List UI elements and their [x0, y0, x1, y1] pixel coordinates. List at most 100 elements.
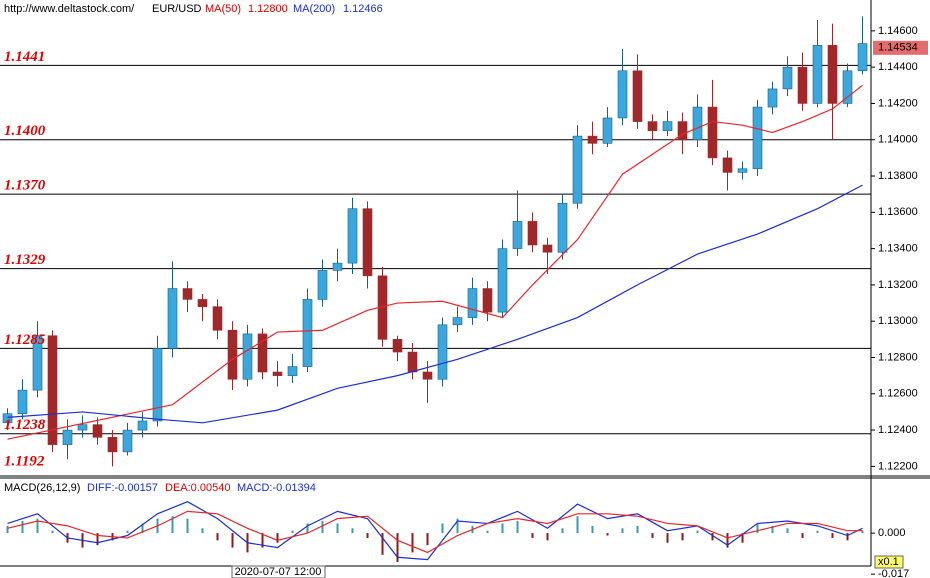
indicator-line — [7, 501, 863, 561]
scale-box — [874, 555, 904, 569]
candle-body — [182, 288, 193, 300]
candle-body — [707, 106, 718, 159]
candle-body — [692, 106, 703, 141]
level-label: 1.1370 — [4, 178, 46, 194]
candle-body — [122, 429, 133, 453]
y-tick-label: -0.017 — [878, 568, 909, 578]
level-label: 1.1400 — [4, 123, 46, 139]
candle-body — [197, 299, 208, 307]
candle-body — [227, 329, 238, 380]
macd-panel — [6, 501, 864, 563]
candle-body — [677, 121, 688, 141]
candle-body — [47, 335, 58, 445]
candle-body — [2, 413, 13, 424]
candle-body — [107, 437, 118, 453]
y-tick-label: 1.13400 — [878, 243, 918, 255]
candle-body — [32, 335, 43, 391]
candle-body — [212, 306, 223, 331]
y-tick-label: 1.12800 — [878, 351, 918, 363]
level-label: 1.1285 — [4, 332, 46, 348]
y-tick-label: 0.000 — [878, 527, 906, 539]
y-tick-label: 1.13000 — [878, 315, 918, 327]
candle-body — [512, 221, 523, 249]
y-tick-label: 1.14600 — [878, 25, 918, 37]
candle-body — [242, 333, 253, 380]
candle-body — [362, 208, 373, 277]
level-label: 1.1238 — [4, 417, 46, 433]
y-tick-label: 1.13200 — [878, 279, 918, 291]
candle-body — [422, 371, 433, 380]
candle-body — [632, 70, 643, 122]
price-panel — [0, 16, 871, 467]
candle-body — [92, 424, 103, 438]
site-url: http://www.deltastock.com/ — [4, 3, 135, 15]
candle-body — [77, 424, 88, 431]
candle-body — [752, 106, 763, 170]
level-label: 1.1192 — [4, 453, 45, 469]
overlay: http://www.deltastock.com/ EUR/USD MA(50… — [4, 3, 928, 578]
y-tick-label: 1.14400 — [878, 61, 918, 73]
y-tick-label: 1.13800 — [878, 170, 918, 182]
candle-body — [62, 429, 73, 445]
candle-body — [152, 348, 163, 422]
candle-body — [392, 339, 403, 353]
indicator-line — [7, 184, 863, 424]
candle-body — [332, 262, 343, 271]
macd-label: MACD:-0.01394 — [237, 482, 316, 494]
candle-body — [617, 70, 628, 119]
level-label: 1.1441 — [4, 49, 45, 65]
candle-body — [137, 420, 148, 431]
symbol: EUR/USD — [152, 3, 202, 15]
candle-body — [857, 43, 868, 72]
candle-body — [662, 121, 673, 131]
candle-body — [647, 121, 658, 131]
candle-body — [587, 135, 598, 144]
candle-body — [497, 248, 508, 313]
candle-body — [722, 157, 733, 173]
candle-body — [557, 202, 568, 253]
y-tick-label: 1.12400 — [878, 424, 918, 436]
ma200-name: MA(200) — [293, 3, 335, 15]
candle-body — [842, 70, 853, 104]
dea-label: DEA:0.00540 — [165, 482, 230, 494]
last-price-box — [873, 40, 928, 55]
level-label: 1.1329 — [4, 252, 46, 268]
candle-body — [797, 66, 808, 104]
candle-body — [767, 88, 778, 108]
scale-label: x0.1 — [878, 556, 899, 568]
candle-body — [302, 299, 313, 367]
ma200-value: 1.12466 — [343, 3, 383, 15]
candle-body — [737, 168, 748, 173]
macd-title: MACD(26,12,9) — [4, 482, 80, 494]
ma50-name: MA(50) — [205, 3, 241, 15]
candle-body — [437, 324, 448, 380]
candle-body — [272, 371, 283, 376]
y-tick-label: 1.13600 — [878, 206, 918, 218]
y-tick-label: 1.14200 — [878, 97, 918, 109]
indicator-line — [7, 84, 863, 440]
last-price-label: 1.14534 — [878, 42, 918, 54]
candle-body — [317, 270, 328, 300]
candle-body — [482, 288, 493, 313]
y-tick-label: 1.14000 — [878, 134, 918, 146]
y-tick-label: 1.12200 — [878, 460, 918, 472]
indicator-line — [7, 510, 863, 554]
ma50-value: 1.12800 — [248, 3, 288, 15]
candle-body — [287, 366, 298, 376]
candle-body — [167, 288, 178, 349]
candle-body — [347, 208, 358, 264]
candle-body — [407, 351, 418, 373]
candle-body — [542, 244, 553, 253]
candle-body — [452, 317, 463, 326]
candle-body — [257, 333, 268, 373]
cursor-time: 2020-07-07 12:00 — [235, 566, 322, 578]
cursor-time-box — [231, 565, 326, 578]
candle-body — [17, 389, 28, 415]
candle-body — [812, 45, 823, 104]
candle-body — [467, 288, 478, 318]
candle-body — [602, 117, 613, 144]
candle-body — [527, 221, 538, 246]
candle-body — [572, 135, 583, 204]
